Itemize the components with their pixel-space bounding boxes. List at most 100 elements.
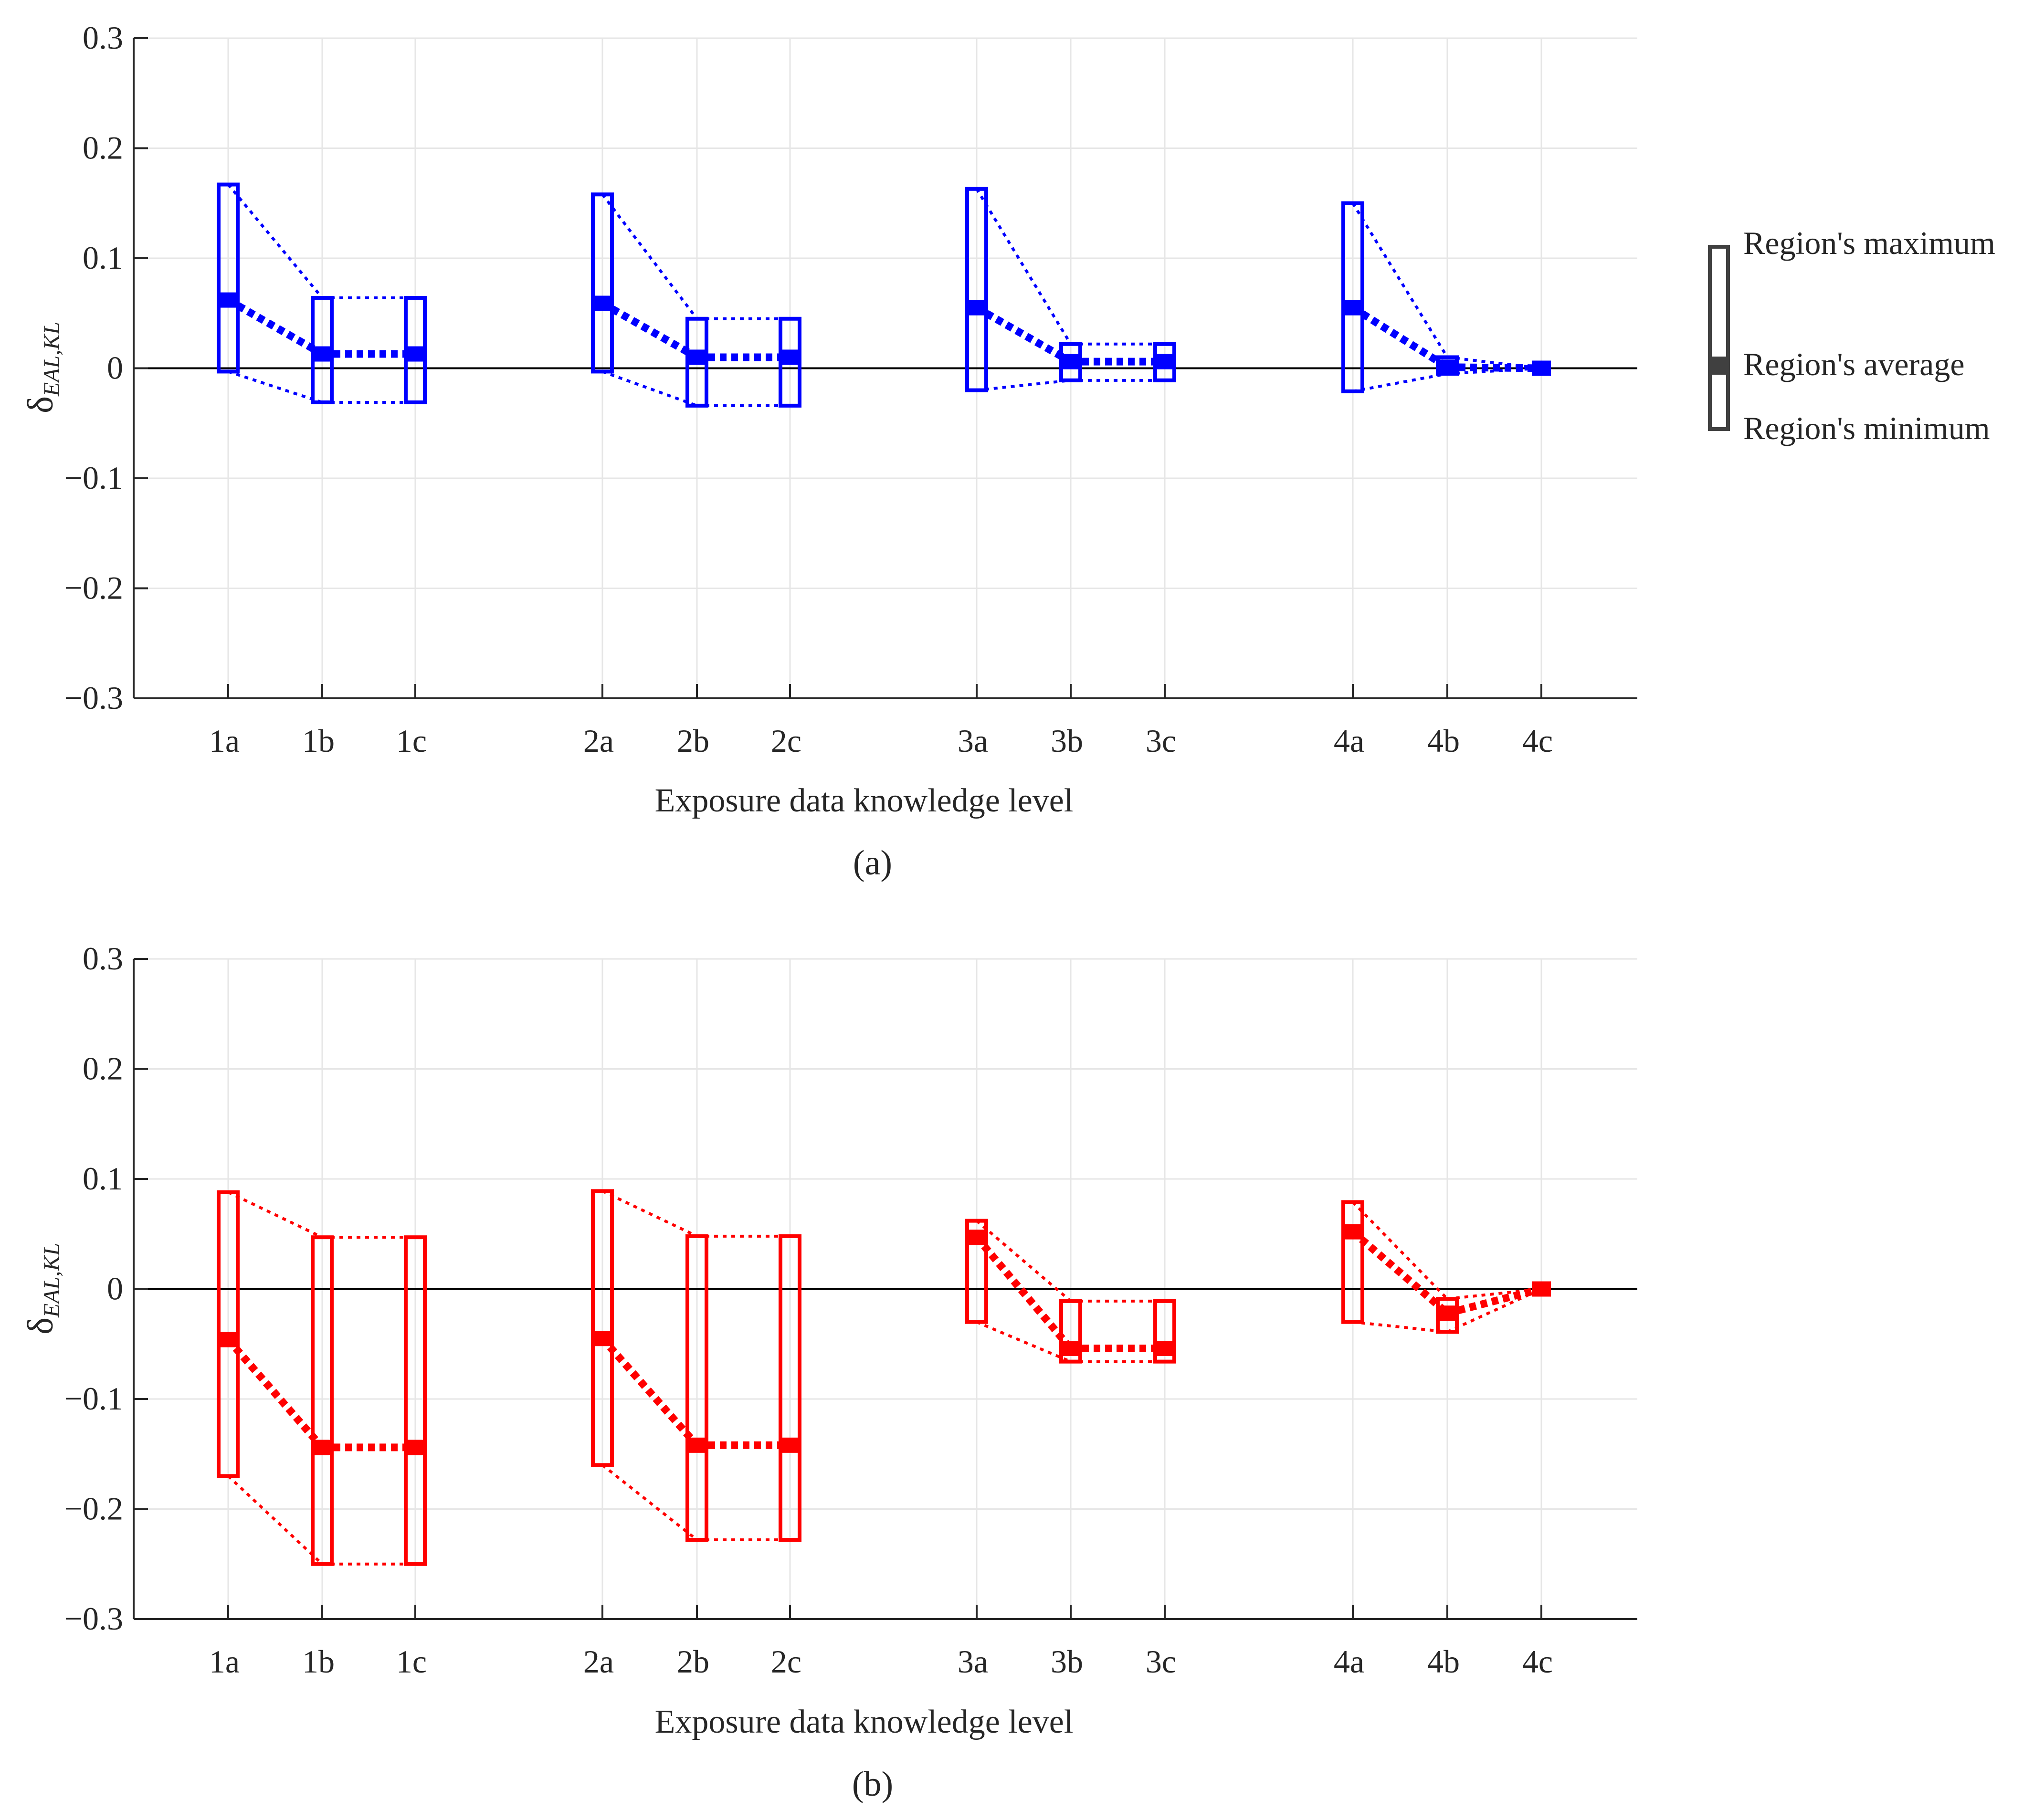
average-marker-1a bbox=[219, 292, 238, 308]
range-box-2c bbox=[779, 1234, 801, 1542]
avg-connector bbox=[975, 304, 1073, 365]
average-marker-3a bbox=[967, 1230, 986, 1245]
x-tick-label-2b: 2b bbox=[677, 1643, 709, 1680]
y-tick-label: −0.1 bbox=[64, 1380, 123, 1417]
x-tick-label-3a: 3a bbox=[958, 1643, 988, 1680]
min-connector bbox=[227, 1475, 324, 1565]
average-marker-1c bbox=[406, 346, 425, 362]
min-connector bbox=[1352, 372, 1448, 393]
x-tick-label-4a: 4a bbox=[1334, 1643, 1364, 1680]
range-box-3a bbox=[965, 1219, 988, 1324]
avg-connector bbox=[1350, 1229, 1450, 1316]
y-tick-label: 0.2 bbox=[83, 130, 123, 166]
x-tick-label-2c: 2c bbox=[771, 1643, 801, 1680]
average-marker-2b bbox=[687, 349, 706, 365]
min-connector bbox=[228, 370, 323, 404]
min-connector bbox=[1447, 367, 1542, 376]
average-marker-2a bbox=[593, 295, 612, 311]
x-tick-label-4b: 4b bbox=[1427, 1643, 1460, 1680]
legend-min-label: Region's minimum bbox=[1743, 410, 1990, 446]
x-tick-label-1c: 1c bbox=[396, 723, 427, 759]
range-box-2b bbox=[685, 1234, 708, 1542]
legend-box-icon bbox=[1708, 245, 1730, 431]
y-tick-label: 0.3 bbox=[83, 940, 123, 977]
min-connector bbox=[601, 370, 698, 407]
y-axis-title-main-b: δ bbox=[21, 1317, 61, 1335]
average-marker-4b bbox=[1438, 359, 1457, 375]
y-axis-title-main-a: δ bbox=[21, 396, 61, 413]
x-tick-label-4c: 4c bbox=[1522, 1643, 1553, 1680]
x-tick-label-3c: 3c bbox=[1146, 1643, 1176, 1680]
min-connector bbox=[1446, 1287, 1542, 1334]
range-box-4a bbox=[1341, 1200, 1364, 1324]
connectors-a bbox=[226, 183, 1542, 407]
x-tick-label-2a: 2a bbox=[583, 1643, 614, 1680]
x-tick-label-1b: 1b bbox=[302, 1643, 335, 1680]
average-marker-2b bbox=[687, 1437, 706, 1453]
max-connector bbox=[601, 1189, 698, 1238]
max-connector bbox=[227, 1190, 323, 1239]
x-axis-title-a: Exposure data knowledge level bbox=[655, 782, 1074, 819]
panel-a: −0.3 −0.2 −0.1 0 0.1 0.2 0.3 1a 1b 1c 2a 2b 2c 3a 3b 3… bbox=[21, 20, 1637, 883]
x-tick-label-1c: 1c bbox=[396, 1643, 427, 1680]
y-tick-label: −0.3 bbox=[64, 1600, 123, 1637]
x-tick-label-1b: 1b bbox=[302, 723, 335, 759]
range-box-4a bbox=[1341, 201, 1364, 393]
max-connector bbox=[227, 183, 324, 299]
average-marker-4c bbox=[1532, 360, 1551, 376]
x-ticks-b: 1a 1b 1c 2a 2b 2c 3a 3b 3c 4a 4b 4c bbox=[209, 1605, 1553, 1680]
average-marker-1b bbox=[313, 346, 332, 362]
avg-connector bbox=[225, 1337, 326, 1450]
average-marker-3a bbox=[967, 300, 986, 316]
y-tick-label: −0.2 bbox=[64, 1491, 123, 1527]
y-ticks-a: −0.3 −0.2 −0.1 0 0.1 0.2 0.3 bbox=[64, 20, 148, 716]
legend-avg-label: Region's average bbox=[1743, 346, 1965, 382]
average-marker-2a bbox=[593, 1331, 612, 1347]
average-marker-4c bbox=[1532, 1281, 1551, 1297]
legend-max-label: Region's maximum bbox=[1743, 225, 1995, 261]
x-tick-label-4a: 4a bbox=[1334, 723, 1364, 759]
avg-connector bbox=[1447, 363, 1542, 372]
avg-connector bbox=[600, 1336, 700, 1448]
caption-a: (a) bbox=[853, 843, 892, 883]
legend-average-marker-icon bbox=[1710, 357, 1728, 375]
range-box-3b bbox=[1059, 1299, 1082, 1364]
legend: Region's maximum Region's average Region… bbox=[1708, 225, 1995, 446]
x-axis-title-b: Exposure data knowledge level bbox=[655, 1704, 1074, 1740]
avg-connector bbox=[1446, 1285, 1542, 1317]
x-ticks-a: 1a 1b 1c 2a 2b 2c 3a 3b 3c 4a 4b 4c bbox=[209, 684, 1553, 759]
avg-connector bbox=[601, 300, 699, 361]
range-box-2a bbox=[591, 192, 614, 374]
y-tick-label: 0.1 bbox=[83, 1160, 123, 1197]
y-axis-title-b: δEAL,KL bbox=[21, 1243, 64, 1335]
y-tick-label: 0.1 bbox=[83, 240, 123, 276]
y-tick-label: −0.1 bbox=[64, 460, 123, 496]
x-tick-label-2c: 2c bbox=[771, 723, 801, 759]
average-marker-1b bbox=[313, 1440, 332, 1455]
x-tick-label-3b: 3b bbox=[1051, 1643, 1083, 1680]
range-box-1b bbox=[311, 1235, 334, 1566]
max-connector bbox=[976, 1220, 1072, 1303]
y-axis-title-sub-b: EAL,KL bbox=[39, 1243, 64, 1318]
y-tick-label: −0.2 bbox=[64, 570, 123, 606]
average-marker-1a bbox=[219, 1332, 238, 1347]
x-tick-label-4b: 4b bbox=[1427, 723, 1460, 759]
average-marker-3b bbox=[1061, 354, 1080, 369]
x-tick-label-3c: 3c bbox=[1146, 723, 1176, 759]
min-connector bbox=[601, 1463, 698, 1541]
x-tick-label-1a: 1a bbox=[209, 1643, 240, 1680]
y-ticks-b: −0.3 −0.2 −0.1 0 0.1 0.2 0.3 bbox=[64, 940, 148, 1637]
x-tick-label-3a: 3a bbox=[958, 723, 988, 759]
y-tick-label: −0.3 bbox=[64, 680, 123, 716]
max-connector bbox=[1351, 1201, 1449, 1300]
x-tick-label-3b: 3b bbox=[1051, 723, 1083, 759]
range-box-2a bbox=[591, 1189, 614, 1467]
avg-connector bbox=[226, 296, 324, 358]
average-marker-4a bbox=[1343, 300, 1362, 316]
boxes-b bbox=[217, 1189, 1551, 1566]
range-box-1c bbox=[404, 1235, 427, 1566]
avg-connector bbox=[973, 1234, 1074, 1351]
y-tick-label: 0 bbox=[107, 350, 123, 386]
max-connector bbox=[975, 188, 1072, 345]
